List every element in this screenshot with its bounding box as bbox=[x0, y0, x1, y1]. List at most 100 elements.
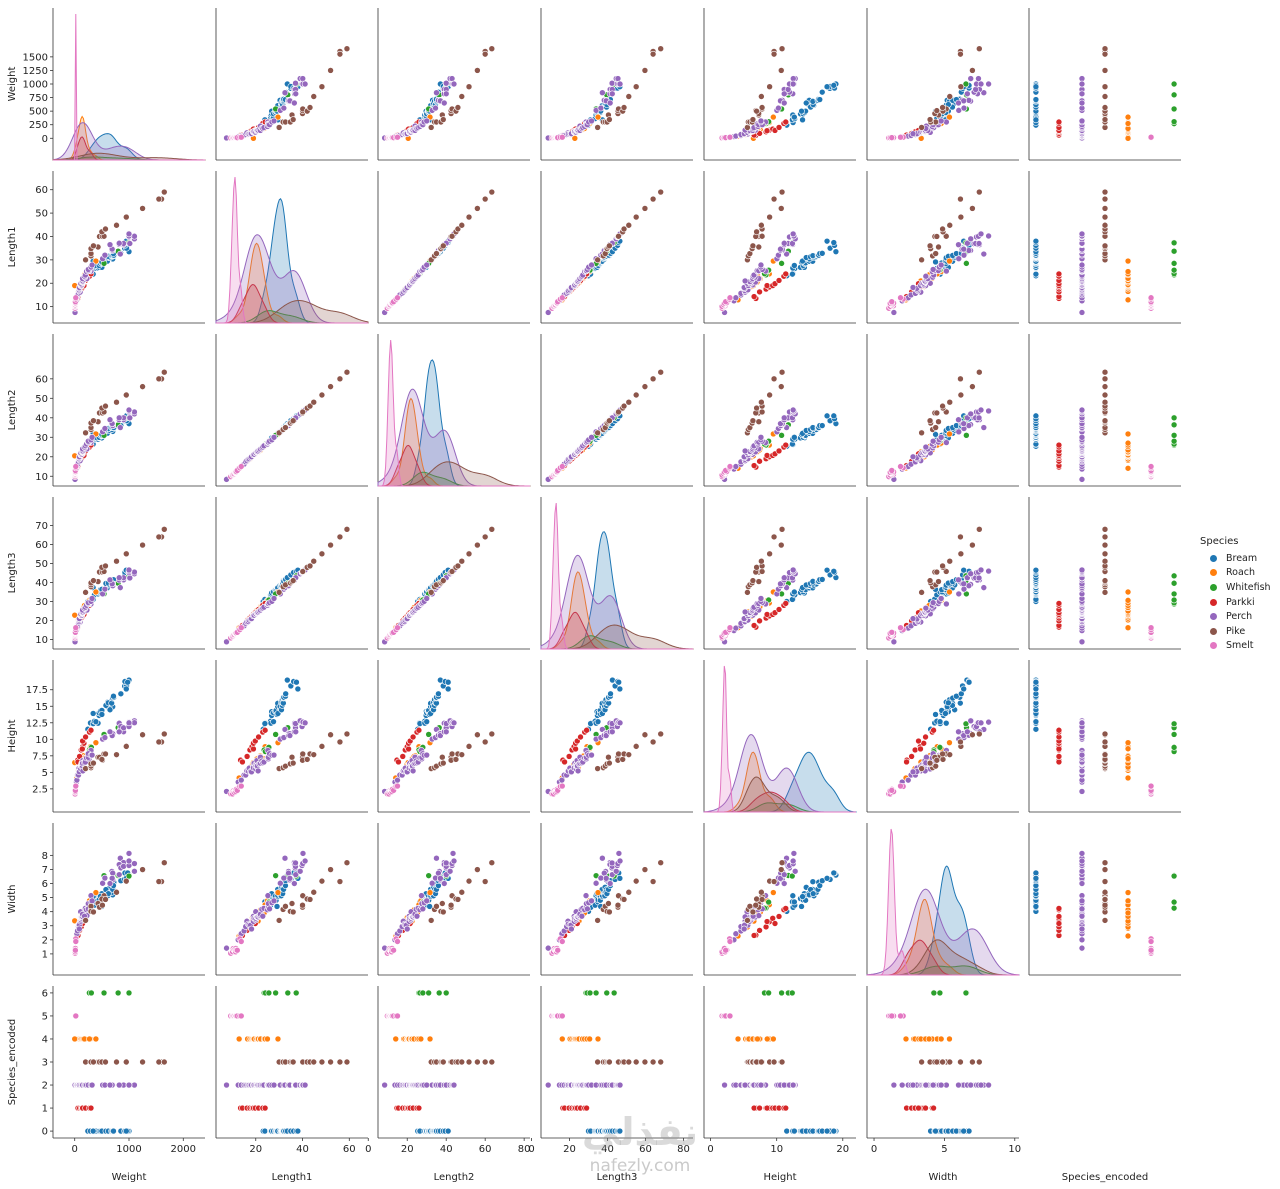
point-pike bbox=[481, 738, 489, 746]
point-pike bbox=[289, 759, 297, 767]
point-parkki bbox=[903, 758, 910, 766]
point-perch bbox=[741, 447, 749, 455]
point-pike bbox=[594, 124, 601, 131]
point-pike bbox=[82, 589, 89, 596]
point-parkki bbox=[1055, 745, 1063, 753]
point-parkki bbox=[261, 726, 269, 734]
point-parkki bbox=[763, 127, 771, 134]
point-perch bbox=[588, 433, 595, 441]
point-perch bbox=[115, 239, 123, 247]
point-roach bbox=[946, 588, 953, 596]
point-perch bbox=[115, 414, 123, 422]
point-bream bbox=[1032, 678, 1040, 686]
point-pike bbox=[939, 225, 946, 233]
point-perch bbox=[450, 719, 458, 727]
point-pike bbox=[327, 67, 334, 74]
point-pike bbox=[778, 525, 786, 533]
point-perch bbox=[606, 99, 614, 107]
point-parkki bbox=[1055, 441, 1063, 449]
point-perch bbox=[955, 241, 962, 248]
point-roach bbox=[1124, 268, 1132, 275]
point-perch bbox=[1078, 566, 1086, 574]
point-pike bbox=[1101, 124, 1109, 131]
point-bream bbox=[932, 258, 939, 266]
kde-pike bbox=[52, 152, 206, 161]
point-pike bbox=[139, 383, 146, 390]
point-perch bbox=[775, 104, 782, 112]
point-parkki bbox=[1055, 758, 1063, 766]
point-whitefish bbox=[1170, 432, 1178, 439]
point-bream bbox=[1032, 83, 1040, 91]
point-bream bbox=[1032, 566, 1040, 574]
point-pike bbox=[758, 221, 765, 229]
point-pike bbox=[932, 424, 939, 431]
point-bream bbox=[802, 99, 810, 107]
point-bream bbox=[816, 96, 824, 103]
point-pike bbox=[465, 213, 473, 221]
point-parkki bbox=[775, 124, 783, 131]
y-tick-label: 10 bbox=[35, 635, 48, 646]
point-roach bbox=[946, 257, 953, 265]
point-pike bbox=[465, 83, 473, 91]
point-pike bbox=[343, 730, 351, 738]
point-pike bbox=[474, 541, 481, 549]
point-pike bbox=[1101, 730, 1109, 738]
point-pike bbox=[625, 93, 633, 100]
point-perch bbox=[967, 235, 975, 243]
point-pike bbox=[155, 738, 163, 746]
point-smelt bbox=[726, 294, 734, 302]
point-pike bbox=[465, 743, 473, 750]
point-pike bbox=[474, 731, 481, 739]
point-perch bbox=[1078, 261, 1086, 269]
point-pike bbox=[926, 577, 934, 584]
point-pike bbox=[625, 751, 633, 758]
point-perch bbox=[1078, 788, 1086, 795]
point-roach bbox=[92, 588, 100, 596]
point-pike bbox=[753, 107, 760, 115]
point-bream bbox=[110, 692, 117, 700]
point-pike bbox=[327, 383, 334, 390]
point-pike bbox=[102, 750, 109, 758]
point-smelt bbox=[558, 782, 566, 790]
point-perch bbox=[955, 728, 962, 736]
point-perch bbox=[125, 406, 133, 414]
point-pike bbox=[488, 730, 496, 738]
point-roach bbox=[1124, 257, 1132, 265]
point-bream bbox=[284, 676, 291, 684]
point-perch bbox=[115, 728, 123, 736]
point-perch bbox=[1078, 751, 1086, 759]
point-perch bbox=[574, 767, 582, 775]
point-perch bbox=[270, 751, 278, 759]
point-bream bbox=[957, 699, 964, 707]
y-tick-label: 60 bbox=[35, 540, 48, 551]
point-bream bbox=[791, 588, 798, 596]
point-perch bbox=[409, 767, 417, 775]
point-pike bbox=[90, 577, 97, 584]
point-whitefish bbox=[963, 260, 970, 267]
point-perch bbox=[1078, 406, 1086, 414]
point-pike bbox=[439, 753, 446, 761]
point-pike bbox=[657, 368, 665, 376]
point-pike bbox=[488, 45, 496, 53]
point-perch bbox=[106, 576, 114, 584]
point-perch bbox=[131, 719, 138, 727]
point-parkki bbox=[243, 753, 251, 760]
point-smelt bbox=[237, 782, 245, 790]
point-bream bbox=[818, 576, 826, 583]
point-smelt bbox=[888, 298, 896, 306]
point-roach bbox=[1124, 745, 1132, 753]
point-pike bbox=[758, 557, 765, 565]
point-bream bbox=[1032, 96, 1040, 103]
point-perch bbox=[616, 719, 624, 727]
point-pike bbox=[946, 93, 954, 100]
point-pike bbox=[1101, 83, 1109, 91]
point-pike bbox=[1101, 577, 1109, 584]
point-bream bbox=[1032, 237, 1040, 245]
point-smelt bbox=[394, 294, 401, 302]
point-perch bbox=[789, 406, 797, 414]
point-parkki bbox=[561, 758, 568, 766]
point-pike bbox=[275, 589, 283, 596]
point-pike bbox=[336, 50, 344, 58]
point-bream bbox=[965, 678, 973, 686]
point-roach bbox=[1124, 113, 1132, 121]
